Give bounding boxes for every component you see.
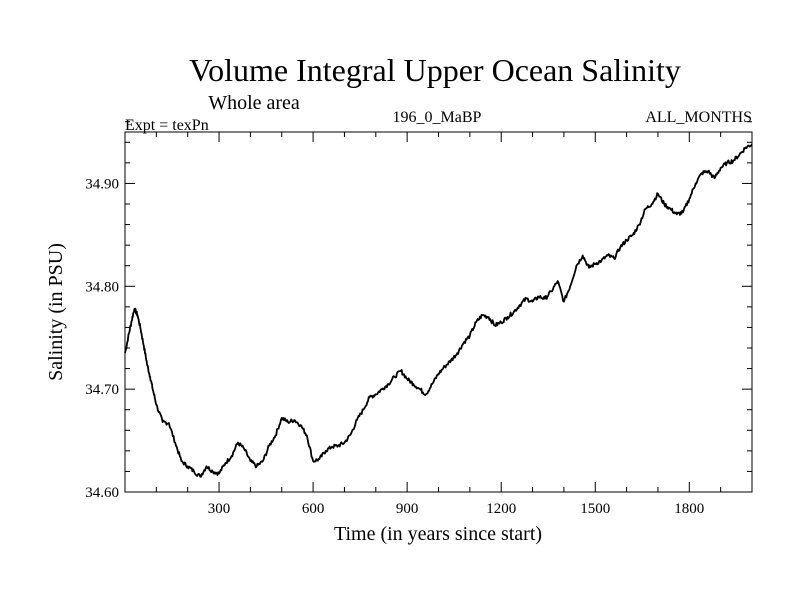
x-tick-label: 1500 — [580, 501, 610, 517]
y-tick-label: 34.60 — [85, 485, 119, 501]
chart-title: Volume Integral Upper Ocean Salinity — [189, 52, 681, 88]
x-tick-label: 1200 — [486, 501, 516, 517]
x-tick-label: 600 — [302, 501, 325, 517]
y-tick-label: 34.90 — [85, 176, 119, 192]
experiment-label: Expt = texPn — [125, 117, 209, 134]
chart-subtitle: Whole area — [208, 92, 300, 114]
plot-frame — [124, 131, 753, 493]
y-tick-label: 34.70 — [85, 382, 119, 398]
x-tick-label: 300 — [208, 501, 231, 517]
x-tick-label: 900 — [396, 501, 419, 517]
salinity-series-line — [124, 143, 753, 478]
y-tick-label: 34.80 — [85, 279, 119, 295]
x-tick-label: 1800 — [674, 501, 704, 517]
y-axis-label: Salinity (in PSU) — [45, 243, 67, 381]
months-label: ALL_MONTHS — [645, 109, 752, 126]
period-label: 196_0_MaBP — [393, 109, 482, 126]
x-axis-label: Time (in years since start) — [334, 523, 542, 545]
